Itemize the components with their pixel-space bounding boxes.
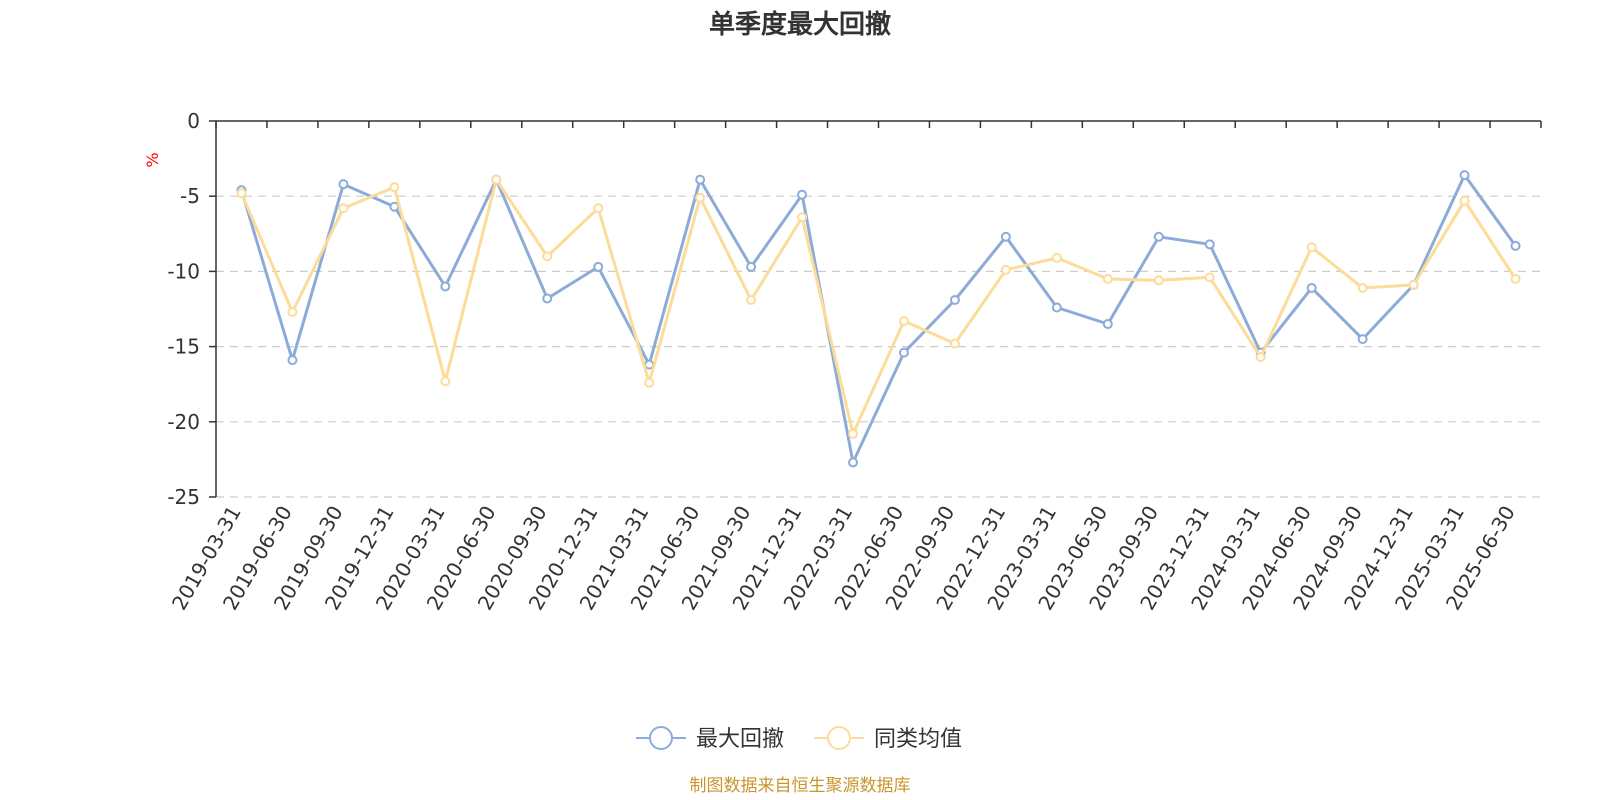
data-point[interactable] [1408,279,1419,290]
data-point[interactable] [440,281,451,292]
y-tick-label: -5 [180,184,200,208]
data-point[interactable] [542,251,553,262]
data-point[interactable] [1153,275,1164,286]
data-point[interactable] [389,182,400,193]
data-point[interactable] [695,192,706,203]
data-point[interactable] [848,428,859,439]
data-point[interactable] [1459,195,1470,206]
data-point[interactable] [287,307,298,318]
data-point[interactable] [1000,231,1011,242]
data-point[interactable] [389,201,400,212]
data-point[interactable] [797,212,808,223]
data-point[interactable] [797,189,808,200]
data-point[interactable] [1204,272,1215,283]
grid-lines [216,195,1541,498]
data-point[interactable] [1051,252,1062,263]
y-tick-labels: 0 -5 -10 -15 -20 -25 [167,109,200,509]
data-point[interactable] [949,294,960,305]
data-point[interactable] [1102,273,1113,284]
data-point[interactable] [1306,242,1317,253]
data-point[interactable] [1459,170,1470,181]
y-tick-label: 0 [187,109,200,133]
data-point[interactable] [338,179,349,190]
y-tick-label: -10 [167,259,200,283]
x-tick-labels: 2019-03-312019-06-302019-09-302019-12-31… [167,501,1520,614]
legend-marker-icon [827,726,851,750]
data-point[interactable] [695,174,706,185]
y-axis-unit-label: % [143,152,162,167]
data-point[interactable] [1306,282,1317,293]
data-point[interactable] [593,203,604,214]
y-tick-label: -15 [167,335,200,359]
legend-marker-icon [649,726,673,750]
series-1 [236,170,1521,468]
data-point[interactable] [1153,231,1164,242]
data-point[interactable] [1357,282,1368,293]
series-line [240,173,1517,464]
legend-label: 同类均值 [874,727,962,752]
data-point[interactable] [898,316,909,327]
y-tick-label: -20 [167,410,200,434]
axes [209,120,1542,498]
data-point[interactable] [440,376,451,387]
data-point[interactable] [1102,319,1113,330]
data-point[interactable] [236,188,247,199]
data-point[interactable] [898,347,909,358]
data-point[interactable] [746,294,757,305]
data-point[interactable] [1510,273,1521,284]
legend-item-1[interactable]: 最大回撤 [636,726,784,752]
data-point[interactable] [848,457,859,468]
data-point[interactable] [338,203,349,214]
data-point[interactable] [746,261,757,272]
data-point[interactable] [949,338,960,349]
data-point[interactable] [593,261,604,272]
series-2 [236,174,1521,439]
data-point[interactable] [491,174,502,185]
data-point[interactable] [1051,302,1062,313]
data-point[interactable] [1510,240,1521,251]
legend[interactable]: 最大回撤 同类均值 [636,726,962,752]
data-point[interactable] [287,355,298,366]
data-point[interactable] [1000,264,1011,275]
data-point[interactable] [644,377,655,388]
series-line [240,178,1517,436]
data-point[interactable] [542,293,553,304]
y-tick-label: -25 [167,485,200,509]
series-lines [236,170,1521,468]
data-point[interactable] [1255,352,1266,363]
chart-title: 单季度最大回撤 [709,9,891,40]
source-note: 制图数据来自恒生聚源数据库 [690,776,911,796]
data-point[interactable] [1357,334,1368,345]
legend-item-2[interactable]: 同类均值 [814,726,962,752]
legend-label: 最大回撤 [696,727,784,752]
data-point[interactable] [1204,239,1215,250]
